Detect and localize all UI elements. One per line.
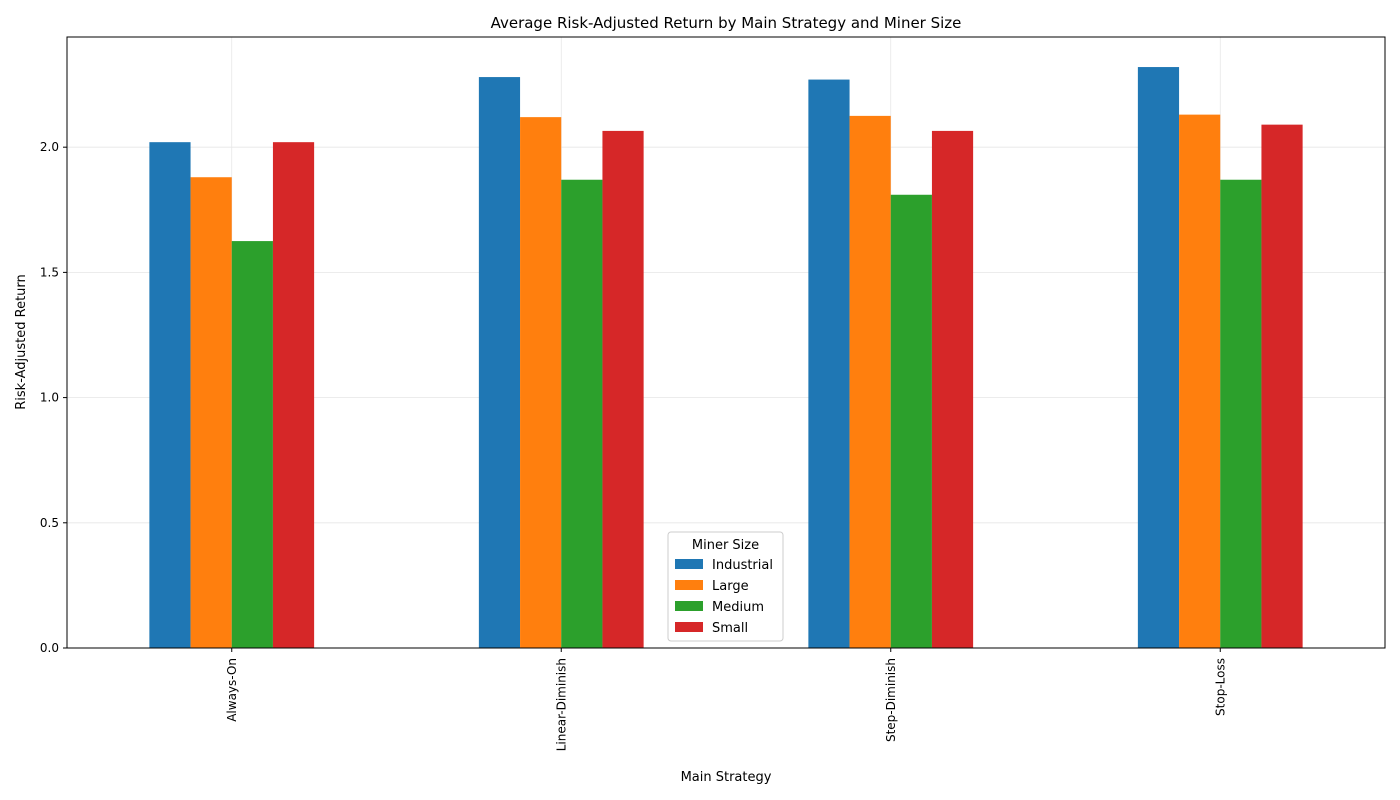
y-tick-label: 0.5 [40,516,59,530]
legend-swatch-small [675,622,703,632]
plot-frame [66,36,1386,649]
legend-label-industrial: Industrial [712,558,773,573]
bar-medium-step-diminish [890,194,932,649]
x-axis: Always-On Linear-Diminish Step-Diminish Sto… [225,648,1227,751]
bar-large-always-on [190,177,232,649]
x-tick-label: Linear-Diminish [554,658,568,751]
bar-medium-stop-loss [1220,179,1262,648]
y-tick-label: 1.0 [40,391,59,405]
bar-industrial-linear-diminish [478,77,521,649]
bars [149,67,1303,649]
chart-title: Average Risk-Adjusted Return by Main Str… [491,14,962,32]
bar-medium-always-on [231,241,273,648]
bar-large-step-diminish [849,115,891,649]
bar-large-stop-loss [1179,114,1221,648]
legend: Miner Size Industrial Large Medium Small [667,531,784,642]
bar-small-linear-diminish [602,130,644,648]
bar-small-always-on [272,142,315,649]
legend-label-medium: Medium [712,600,764,615]
x-tick-label: Always-On [225,658,239,722]
bar-medium-linear-diminish [561,179,603,648]
legend-label-large: Large [712,579,749,594]
bar-industrial-stop-loss [1137,67,1180,648]
x-tick-label: Stop-Loss [1213,658,1227,716]
x-axis-label: Main Strategy [681,770,772,785]
y-tick-label: 0.0 [40,641,59,655]
bar-small-step-diminish [931,130,974,648]
y-axis-label: Risk-Adjusted Return [14,274,29,410]
y-tick-label: 1.5 [40,265,59,279]
y-axis: 0.0 0.5 1.0 1.5 2.0 [40,140,67,655]
bar-small-stop-loss [1261,124,1303,649]
legend-swatch-large [675,580,703,590]
legend-swatch-medium [675,601,703,611]
x-tick-label: Step-Diminish [884,658,898,742]
legend-title: Miner Size [692,538,759,553]
bar-industrial-always-on [149,142,191,649]
legend-swatch-industrial [675,559,703,569]
bar-industrial-step-diminish [808,79,850,648]
y-tick-label: 2.0 [40,140,59,154]
bar-large-linear-diminish [520,117,562,648]
legend-label-small: Small [712,621,748,636]
